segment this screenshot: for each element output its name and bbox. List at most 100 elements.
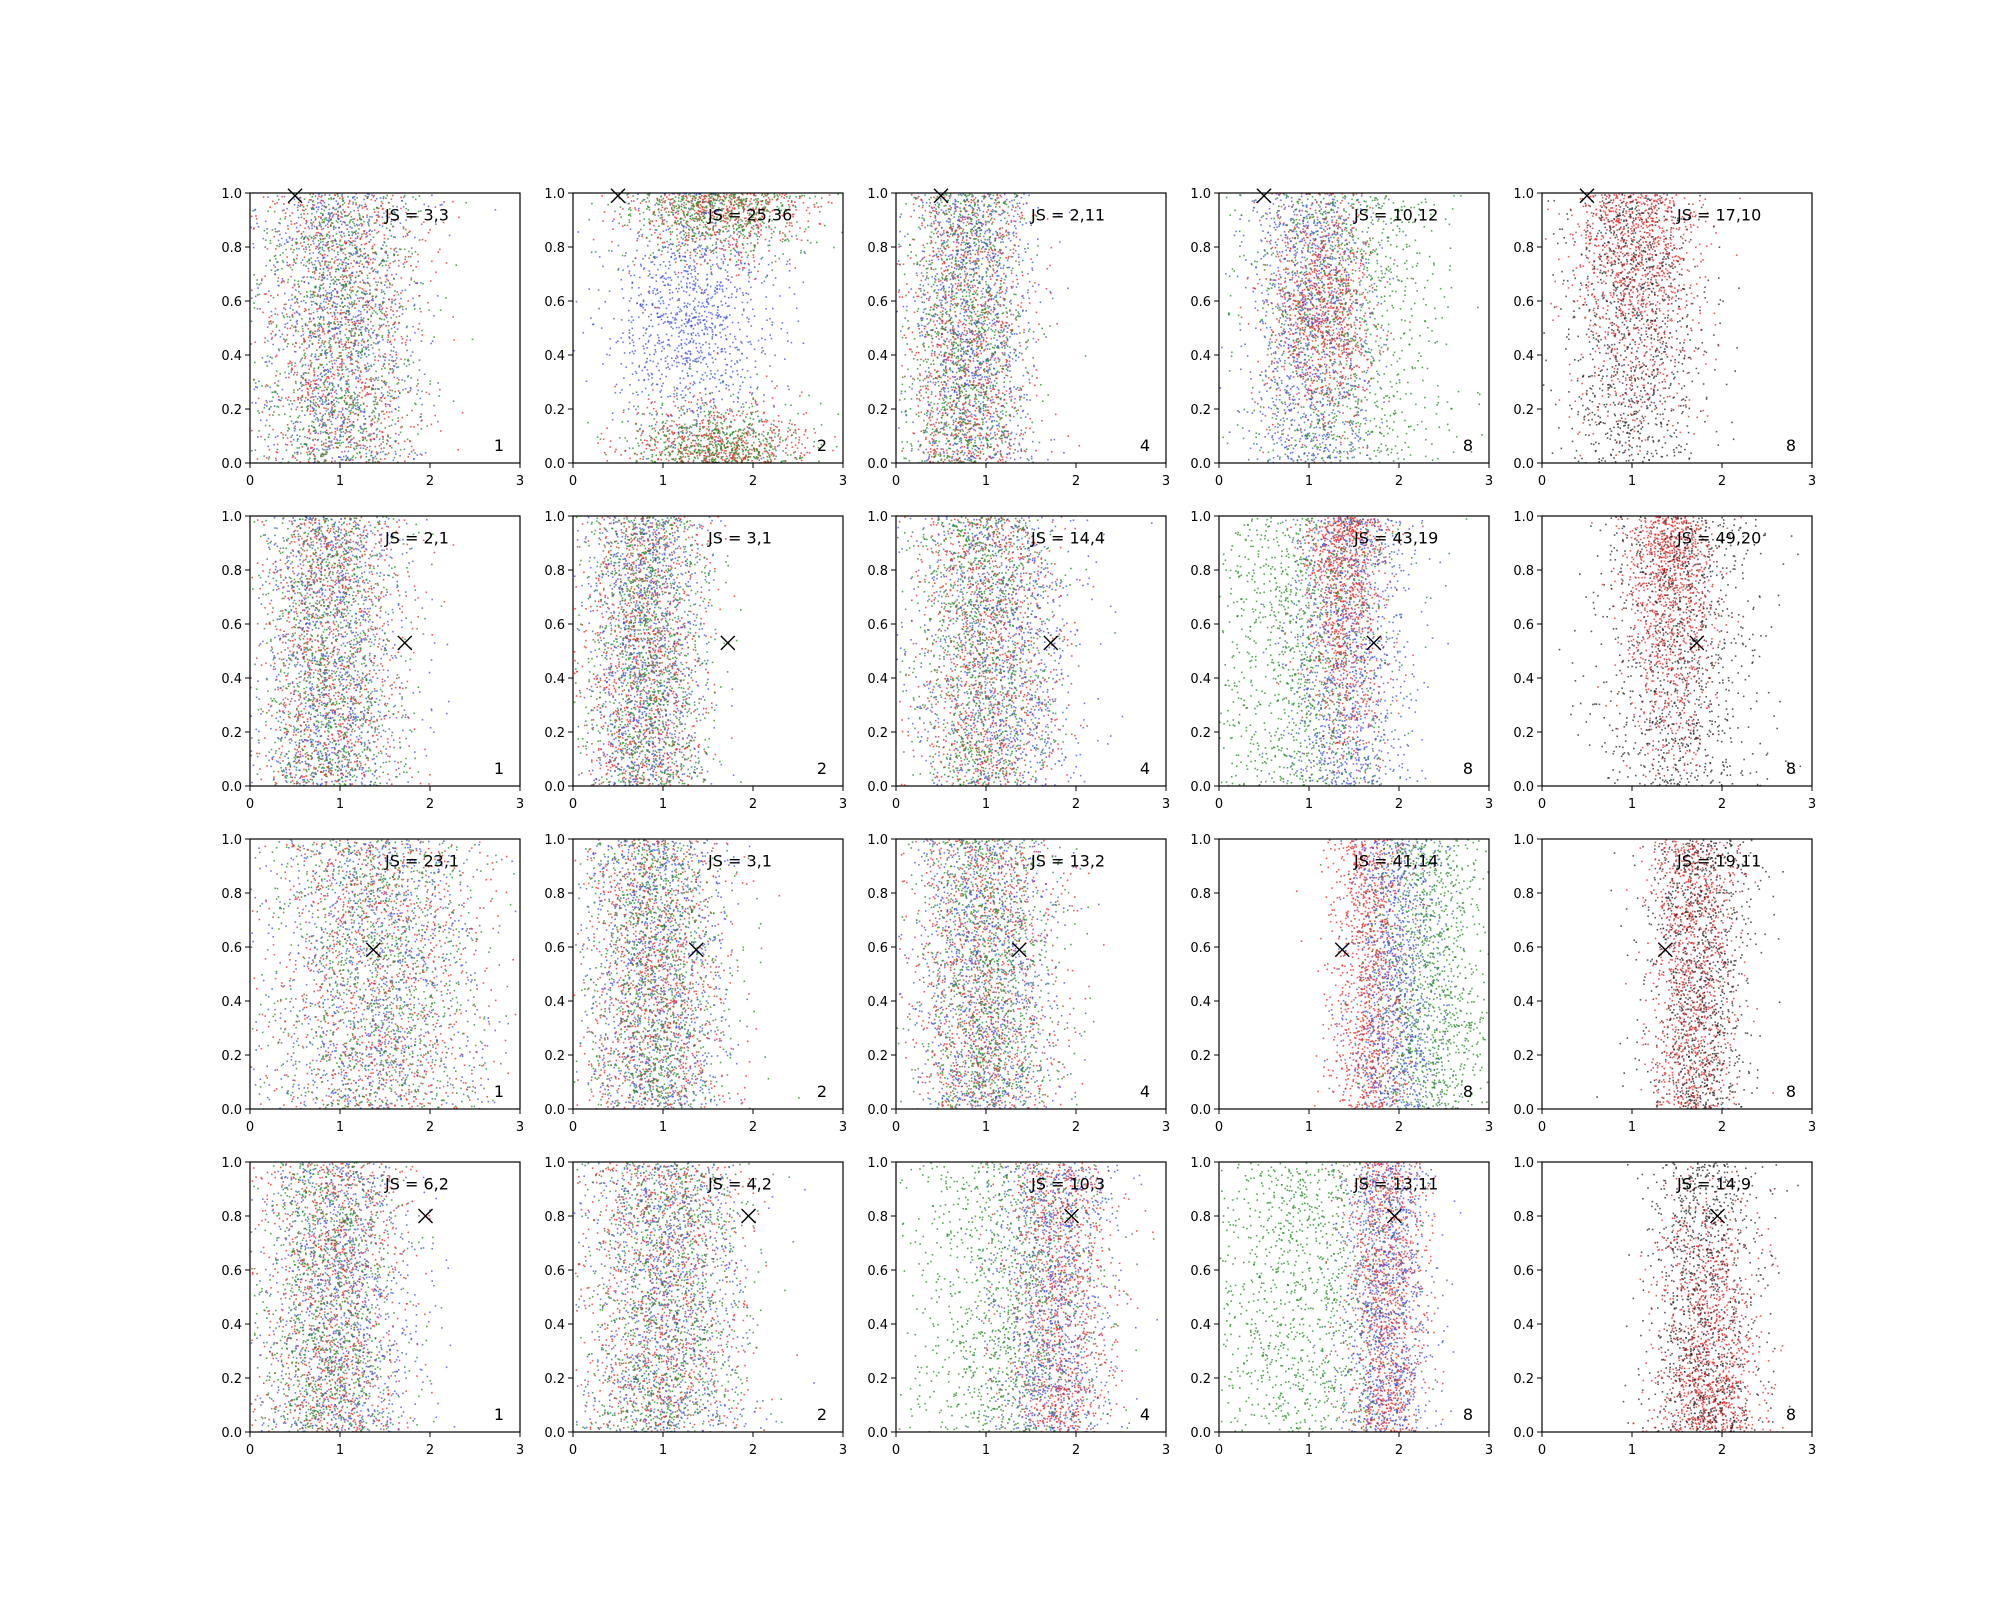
scatter-point (701, 195, 703, 197)
scatter-point (307, 237, 309, 239)
scatter-point (332, 305, 334, 307)
scatter-point (317, 257, 319, 259)
scatter-point (304, 443, 306, 445)
scatter-point (350, 211, 352, 213)
scatter-point (313, 301, 315, 303)
scatter-point (284, 304, 286, 306)
scatter-point (400, 197, 402, 199)
scatter-point (295, 409, 297, 411)
scatter-point (376, 458, 378, 460)
scatter-point (389, 390, 391, 392)
scatter-point (338, 411, 340, 413)
scatter-point (313, 318, 315, 320)
scatter-point (386, 195, 388, 197)
scatter-point (351, 429, 353, 431)
scatter-point (308, 328, 310, 330)
scatter-point (308, 239, 310, 241)
scatter-point (688, 461, 690, 463)
scatter-point (753, 257, 755, 259)
scatter-point (345, 323, 347, 325)
scatter-point (371, 199, 373, 201)
scatter-point (325, 341, 327, 343)
scatter-point (269, 408, 271, 410)
scatter-point (360, 426, 362, 428)
scatter-point (317, 232, 319, 234)
scatter-point (308, 282, 310, 284)
scatter-point (705, 254, 707, 256)
scatter-point (713, 402, 715, 404)
scatter-point (708, 303, 710, 305)
scatter-point (374, 415, 376, 417)
scatter-point (728, 279, 730, 281)
scatter-point (298, 286, 300, 288)
scatter-point (306, 295, 308, 297)
scatter-point (297, 399, 299, 401)
scatter-point (330, 219, 332, 221)
scatter-point (782, 238, 784, 240)
scatter-point (662, 207, 664, 209)
scatter-point (390, 350, 392, 352)
scatter-point (352, 240, 354, 242)
scatter-point (312, 208, 314, 210)
scatter-point (434, 415, 436, 417)
scatter-point (437, 295, 439, 297)
scatter-point (727, 306, 729, 308)
scatter-point (329, 340, 331, 342)
scatter-point (675, 288, 677, 290)
scatter-point (348, 416, 350, 418)
scatter-point (696, 410, 698, 412)
scatter-point (681, 204, 683, 206)
scatter-point (275, 458, 277, 460)
scatter-point (340, 388, 342, 390)
scatter-point (409, 284, 411, 286)
scatter-point (355, 402, 357, 404)
scatter-point (343, 431, 345, 433)
scatter-point (650, 314, 652, 316)
scatter-point (326, 432, 328, 434)
scatter-point (317, 328, 319, 330)
scatter-point (305, 251, 307, 253)
scatter-point (351, 319, 353, 321)
scatter-point (326, 206, 328, 208)
scatter-point (676, 366, 678, 368)
scatter-point (331, 403, 333, 405)
scatter-point (629, 458, 631, 460)
scatter-point (775, 261, 777, 263)
scatter-point (737, 374, 739, 376)
scatter-point (720, 301, 722, 303)
scatter-point (345, 267, 347, 269)
scatter-point (370, 321, 372, 323)
scatter-point (359, 265, 361, 267)
scatter-point (413, 362, 415, 364)
scatter-point (254, 362, 256, 364)
scatter-point (295, 428, 297, 430)
scatter-point (301, 406, 303, 408)
scatter-point (311, 225, 313, 227)
scatter-point (648, 325, 650, 327)
scatter-point (358, 320, 360, 322)
scatter-point (738, 274, 740, 276)
scatter-point (352, 304, 354, 306)
scatter-point (378, 377, 380, 379)
scatter-point (659, 199, 661, 201)
scatter-point (288, 377, 290, 379)
scatter-point (332, 222, 334, 224)
scatter-point (297, 372, 299, 374)
scatter-point (332, 316, 334, 318)
scatter-point (326, 430, 328, 432)
scatter-point (693, 328, 695, 330)
scatter-point (772, 308, 774, 310)
scatter-point (359, 206, 361, 208)
scatter-point (707, 284, 709, 286)
scatter-point (340, 341, 342, 343)
scatter-point (374, 359, 376, 361)
scatter-point (293, 423, 295, 425)
scatter-point (287, 316, 289, 318)
scatter-point (345, 346, 347, 348)
scatter-point (337, 398, 339, 400)
scatter-point (407, 376, 409, 378)
scatter-point (384, 242, 386, 244)
scatter-point (755, 278, 757, 280)
scatter-point (368, 225, 370, 227)
scatter-point (613, 219, 615, 221)
